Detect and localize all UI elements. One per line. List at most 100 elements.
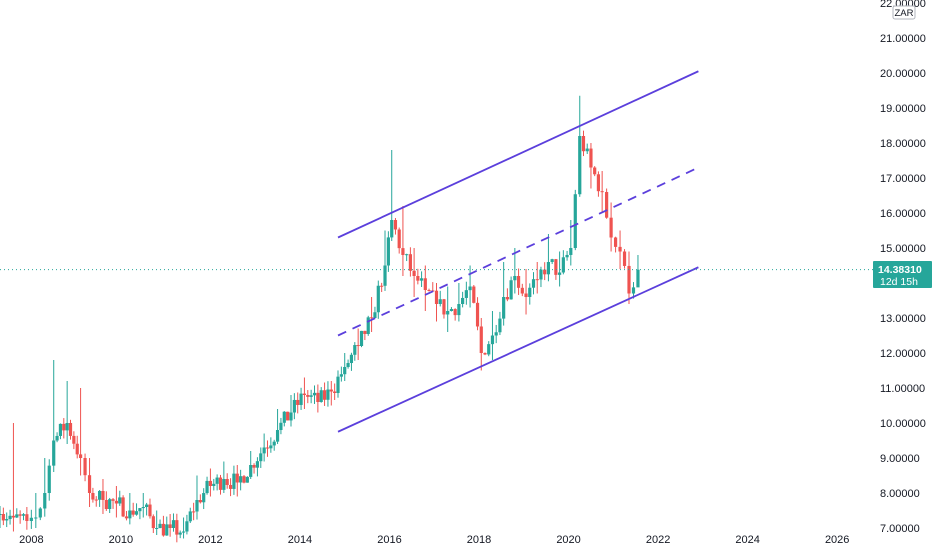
candle-body (275, 430, 280, 442)
candle (225, 473, 229, 489)
x-tick-label: 2008 (19, 534, 43, 546)
candle-body (228, 484, 233, 489)
y-tick-label: 7.00000 (880, 523, 920, 535)
candle (265, 440, 270, 457)
candle (539, 266, 543, 288)
candle (52, 360, 56, 472)
candle (397, 227, 401, 254)
candle-body (78, 454, 83, 458)
candle (299, 387, 303, 410)
candle (502, 262, 506, 326)
candle (309, 389, 313, 404)
candle (5, 512, 9, 528)
y-tick-label: 22.00000 (880, 0, 926, 10)
candle (104, 491, 108, 511)
candle (255, 457, 260, 477)
candle-body (52, 440, 56, 466)
candle (62, 418, 66, 439)
candle (0, 505, 2, 528)
candle (498, 311, 502, 336)
candle-body (161, 523, 166, 536)
candle-body (359, 330, 364, 346)
candle (596, 171, 601, 197)
candle (87, 458, 92, 507)
candle-body (380, 285, 384, 287)
candle (356, 328, 360, 360)
candle-body (423, 278, 427, 290)
candle-body (91, 493, 95, 500)
candle-body (393, 220, 398, 230)
candle-body (265, 447, 270, 449)
candle-body (550, 259, 554, 262)
candle-body (192, 511, 196, 513)
candle-body (306, 395, 310, 397)
candle-body (83, 458, 87, 476)
candle (175, 513, 179, 543)
candle-body (366, 317, 370, 334)
x-tick-labels: 2008 2010 2012 2014 2016 2018 2020 2022 2024 2026 (19, 534, 849, 546)
channel-upper-line[interactable] (337, 70, 699, 239)
y-tick-label: 19.00000 (880, 103, 926, 115)
candle (145, 502, 149, 516)
candle-body (356, 345, 360, 347)
candle-body (376, 285, 380, 313)
candle (208, 468, 213, 497)
candle (581, 130, 586, 157)
price-axis[interactable]: 7.00000 8.00000 9.00000 10.00000 11.00000 12.… (873, 0, 932, 550)
candle-body (296, 399, 300, 405)
candle-body (138, 508, 142, 512)
candle-body (198, 500, 202, 503)
y-tick-label: 18.00000 (880, 138, 926, 150)
candle (543, 262, 547, 281)
candle (516, 268, 521, 295)
candle-body (333, 391, 337, 393)
candle-body (218, 477, 223, 490)
candle (561, 250, 565, 275)
candle-body (472, 286, 476, 303)
candle (468, 265, 472, 308)
x-tick-label: 2010 (109, 534, 133, 546)
candle (47, 459, 51, 501)
candle (524, 269, 528, 315)
candle (453, 308, 457, 321)
candle-body (215, 477, 219, 484)
channel-lower-line[interactable] (337, 266, 699, 433)
candle (369, 297, 374, 332)
candle-body (336, 376, 340, 393)
candle-body (65, 423, 69, 431)
x-tick-label: 2020 (556, 534, 580, 546)
candle (319, 387, 323, 403)
candle (359, 330, 364, 348)
candle (252, 463, 256, 474)
candle-body (68, 423, 73, 436)
candle (457, 283, 461, 322)
candle-body (408, 254, 412, 271)
candle-body (434, 290, 439, 304)
candle (446, 286, 450, 332)
candle-body (412, 270, 416, 276)
time-axis[interactable]: 2008 2010 2012 2014 2016 2018 2020 2022 2024 2026 (19, 534, 849, 546)
candle-body (343, 367, 347, 375)
candle-body (279, 422, 283, 430)
candle-body (155, 528, 159, 529)
candle-body (397, 229, 401, 249)
channel-midline[interactable] (337, 166, 699, 337)
candle-body (539, 269, 543, 280)
candle (11, 423, 16, 532)
candle (165, 516, 169, 536)
candle (178, 530, 182, 539)
candle-body (124, 516, 129, 519)
y-tick-label: 8.00000 (880, 488, 920, 500)
candle-body (446, 311, 450, 315)
candle (312, 385, 317, 404)
candle-body (369, 317, 374, 319)
last-price-tag: 14.38310 12d 15h (873, 261, 932, 288)
candle-body (25, 514, 29, 521)
candle-body (178, 532, 182, 535)
candle (322, 382, 327, 406)
x-tick-label: 2016 (377, 534, 401, 546)
y-tick-label: 10.00000 (880, 418, 926, 430)
candle-body (627, 265, 631, 294)
candle (78, 388, 83, 476)
